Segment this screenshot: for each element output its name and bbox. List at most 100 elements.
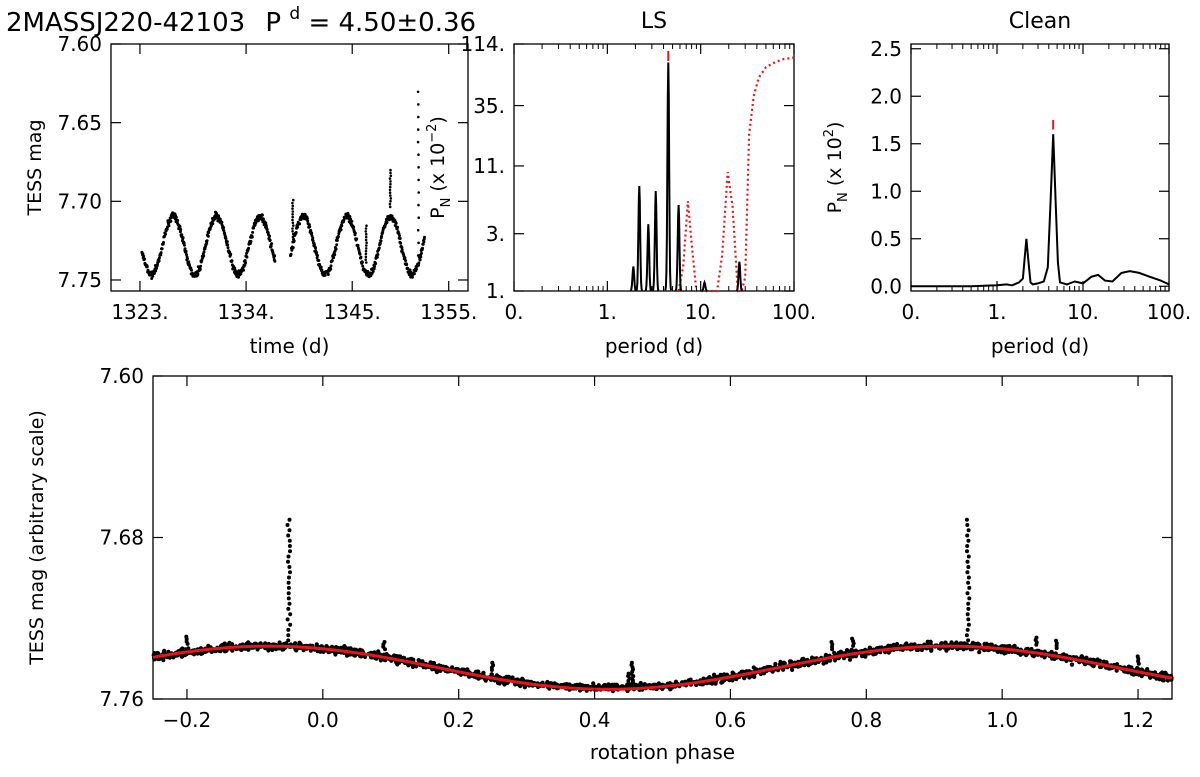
data-point	[287, 517, 292, 522]
x-tick-label: 0.4	[579, 708, 611, 732]
data-point	[416, 128, 420, 131]
data-point	[318, 649, 323, 654]
data-point	[199, 264, 203, 268]
data-point	[319, 265, 323, 269]
data-point	[423, 235, 426, 239]
data-point	[291, 207, 294, 210]
data-point	[585, 683, 590, 689]
data-point	[966, 565, 971, 569]
ls-y-label-part: N	[439, 198, 454, 208]
data-point	[396, 225, 399, 229]
data-point	[886, 643, 891, 649]
data-point	[422, 240, 426, 244]
data-point	[417, 216, 421, 219]
data-point	[222, 229, 226, 233]
data-point	[356, 243, 360, 247]
clean-spectrum-line	[911, 134, 1170, 288]
data-point	[966, 575, 971, 580]
data-point	[287, 528, 292, 533]
data-point	[157, 259, 161, 263]
x-tick-label: −0.2	[163, 708, 212, 732]
data-point	[202, 254, 206, 258]
x-tick-label: 0.6	[715, 708, 747, 732]
data-point	[364, 232, 368, 236]
data-point	[291, 210, 295, 213]
data-point	[202, 250, 206, 254]
data-point	[417, 263, 420, 267]
clean-frame	[910, 43, 1170, 292]
ls-periodogram-peak	[674, 204, 683, 292]
data-point	[207, 231, 211, 235]
data-point	[291, 230, 294, 233]
clean-y-label: PN (x 102)	[822, 122, 851, 214]
data-point	[373, 265, 377, 268]
data-point	[174, 215, 178, 219]
data-point	[292, 239, 296, 243]
data-point	[154, 269, 158, 273]
data-point	[251, 230, 255, 234]
data-point	[266, 231, 270, 235]
data-point	[389, 180, 392, 183]
data-point	[315, 251, 318, 254]
data-point	[361, 264, 365, 268]
data-point	[242, 268, 245, 272]
y-tick-label: 1.5	[870, 132, 902, 156]
x-tick-label: 1323.	[111, 300, 168, 324]
data-point	[176, 219, 180, 222]
data-point	[306, 219, 310, 223]
data-point	[1148, 675, 1153, 680]
y-tick-label: 2.0	[870, 84, 902, 108]
data-point	[389, 197, 393, 200]
data-point	[294, 231, 298, 234]
data-point	[832, 650, 837, 655]
data-point	[967, 596, 972, 601]
x-tick-label: 1334.	[217, 300, 274, 324]
data-point	[286, 596, 291, 601]
data-point	[966, 601, 971, 606]
data-point	[388, 177, 392, 180]
data-point	[965, 591, 970, 596]
data-point	[360, 260, 364, 264]
data-point	[751, 665, 756, 670]
clean-y-label-part: P	[824, 202, 846, 213]
data-point	[239, 272, 243, 276]
ls-y-label: PN (x 10−2)	[425, 116, 454, 219]
data-point	[853, 654, 859, 659]
data-point	[226, 243, 230, 247]
data-point	[277, 640, 282, 645]
data-point	[406, 267, 410, 270]
data-point	[489, 672, 494, 677]
data-point	[965, 570, 970, 575]
data-point	[206, 234, 210, 238]
data-point	[268, 238, 272, 242]
y-tick-label: 114.	[460, 32, 505, 56]
data-point	[389, 194, 392, 197]
ls-x-label: period (d)	[605, 334, 703, 358]
data-point	[394, 221, 398, 225]
lightcurve-y-label: TESS mag	[24, 120, 46, 217]
data-point	[291, 232, 295, 236]
data-point	[338, 645, 344, 651]
ls-periodogram-peak	[644, 224, 653, 292]
x-tick-label: 1.	[987, 300, 1006, 324]
data-point	[416, 140, 420, 144]
data-point	[220, 220, 224, 224]
data-point	[965, 533, 970, 538]
data-point	[246, 640, 251, 645]
data-point	[417, 203, 420, 207]
data-point	[296, 225, 300, 229]
data-point	[780, 661, 785, 666]
period-symbol: P	[265, 8, 281, 38]
data-point	[245, 255, 249, 259]
data-point	[364, 235, 368, 239]
data-point	[829, 640, 834, 644]
y-tick-label: 2.5	[870, 37, 902, 61]
data-point	[291, 246, 295, 250]
data-point	[718, 672, 723, 677]
data-point	[389, 171, 392, 175]
data-point	[310, 231, 314, 235]
data-point	[389, 199, 392, 203]
data-point	[336, 235, 340, 238]
data-point	[982, 642, 987, 647]
ls-periodogram-peak	[651, 190, 660, 291]
